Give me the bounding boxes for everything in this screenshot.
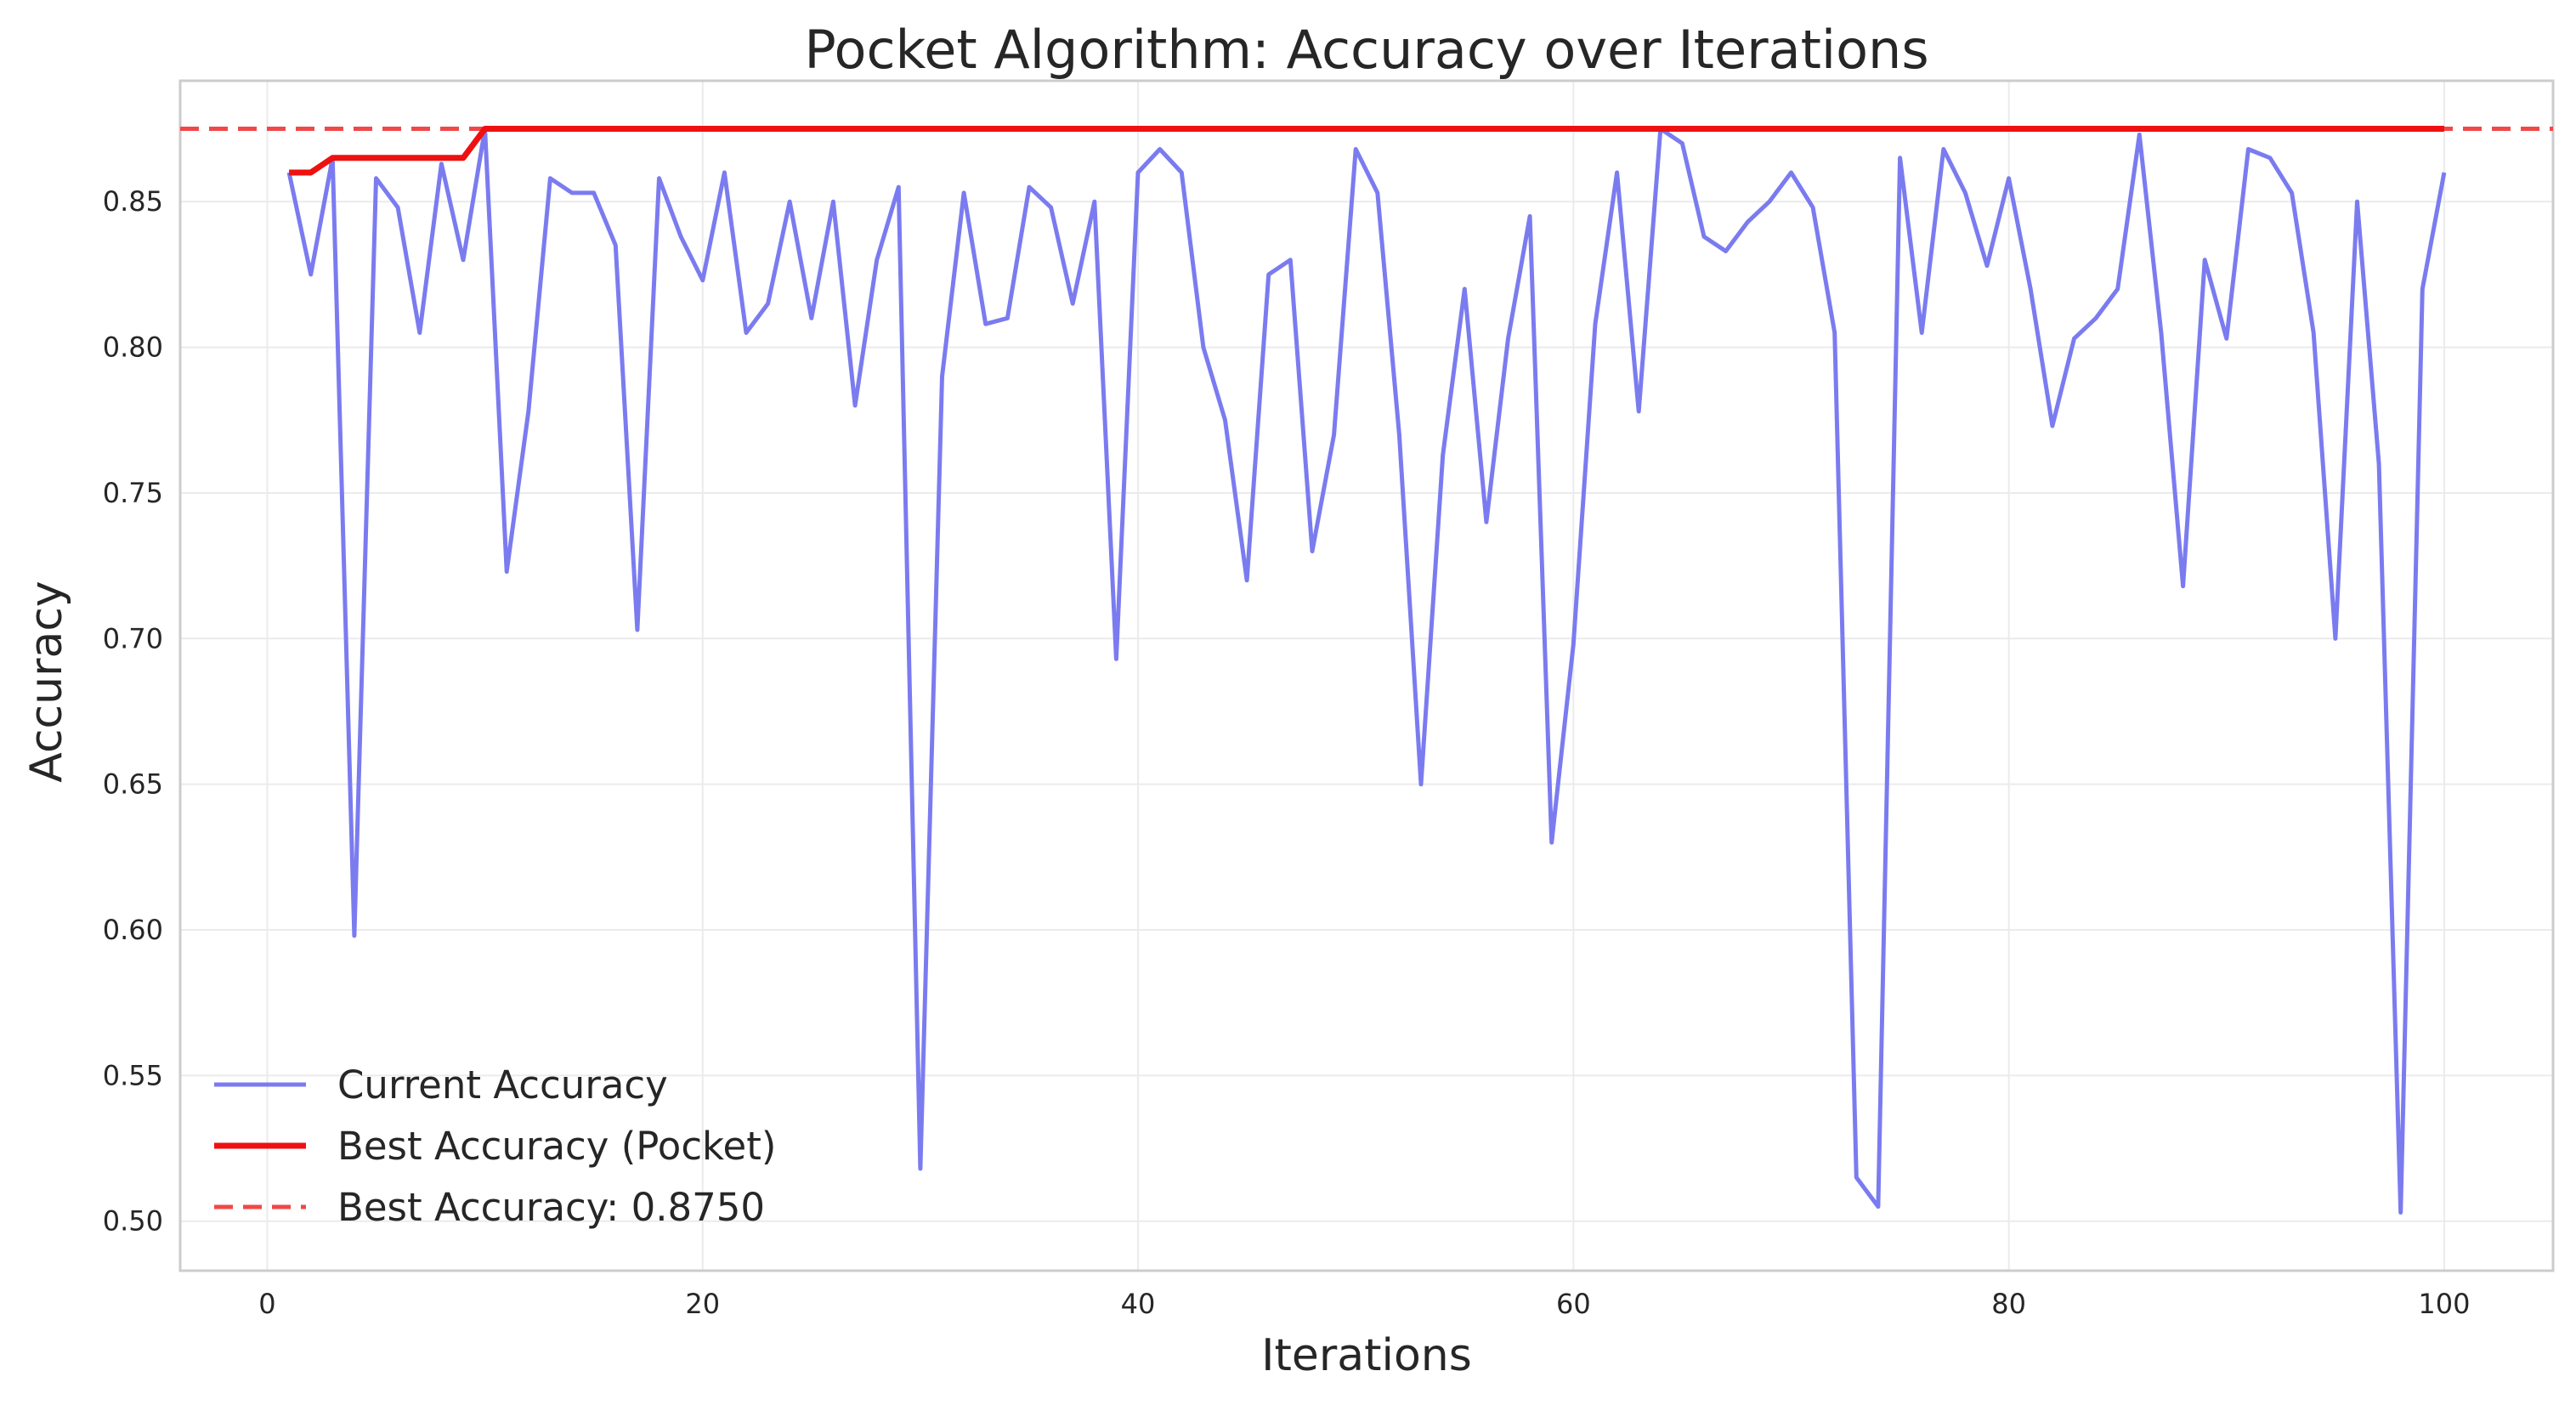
- grid: [180, 81, 2553, 1271]
- legend-label-current-accuracy: Current Accuracy: [337, 1062, 668, 1108]
- y-tick-label: 0.80: [103, 331, 163, 364]
- best-accuracy-pocket-line: [289, 126, 2444, 176]
- y-tick-label: 0.70: [103, 622, 163, 654]
- y-tick-label: 0.60: [103, 914, 163, 946]
- y-tick-label: 0.55: [103, 1059, 163, 1091]
- y-tick-label: 0.50: [103, 1205, 163, 1238]
- x-tick-label: 100: [2418, 1288, 2470, 1320]
- y-axis-ticks: 0.50 0.55 0.60 0.65 0.70 0.75 0.80 0.85: [103, 185, 163, 1238]
- legend-label-best-accuracy-pocket: Best Accuracy (Pocket): [337, 1124, 776, 1169]
- y-tick-label: 0.75: [103, 477, 163, 509]
- x-axis-ticks: 0 20 40 60 80 100: [258, 1288, 2470, 1320]
- x-tick-label: 60: [1556, 1288, 1591, 1320]
- y-tick-label: 0.85: [103, 185, 163, 218]
- plot-lines: [180, 126, 2553, 1215]
- legend-label-best-accuracy-reference: Best Accuracy: 0.8750: [337, 1185, 765, 1230]
- y-axis-title: Accuracy: [21, 581, 72, 782]
- x-tick-label: 40: [1121, 1288, 1156, 1320]
- plot-area: [178, 79, 2555, 1272]
- chart-title: Pocket Algorithm: Accuracy over Iteratio…: [804, 19, 1928, 81]
- y-tick-label: 0.65: [103, 768, 163, 801]
- x-tick-label: 80: [1991, 1288, 2026, 1320]
- x-tick-label: 0: [258, 1288, 275, 1320]
- x-axis-title: Iterations: [1261, 1330, 1472, 1381]
- x-tick-label: 20: [685, 1288, 720, 1320]
- legend: Current Accuracy Best Accuracy (Pocket) …: [214, 1062, 776, 1230]
- current-accuracy-line: [286, 127, 2447, 1215]
